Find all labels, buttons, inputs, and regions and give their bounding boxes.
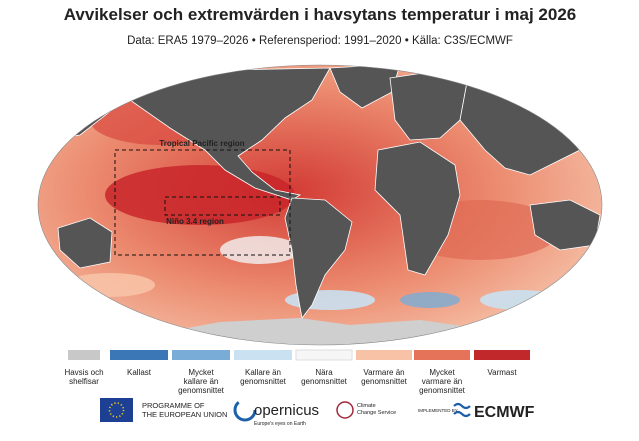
eu-flag (100, 398, 133, 422)
text-line: Varmare än (363, 368, 404, 377)
legend-swatch (68, 350, 100, 360)
text-line: genomsnittet (301, 377, 348, 386)
copernicus-tagline: Europe's eyes on Earth (254, 421, 306, 427)
legend-label: Mycket kallare än genomsnittet (178, 368, 225, 395)
text-line: Nära (315, 368, 333, 377)
legend-label: Nära genomsnittet (301, 368, 348, 386)
copernicus-label: opernicus (254, 402, 319, 419)
legend-label: Varmast (487, 368, 517, 377)
subtitle: Data: ERA5 1979–2026 • Referensperiod: 1… (127, 35, 513, 47)
text-line: Mycket (429, 368, 455, 377)
text-line: kallare än (184, 377, 219, 386)
legend-swatch (110, 350, 168, 360)
legend-swatch (414, 350, 470, 360)
copernicus-logo (233, 398, 257, 422)
legend-label: Varmare än genomsnittet (361, 368, 408, 386)
ecmwf-logo (453, 402, 471, 418)
text-line: Mycket (188, 368, 214, 377)
implemented-label: IMPLEMENTED BY (418, 408, 458, 413)
text-line: varmare än (422, 377, 462, 386)
text-line: Climate (357, 403, 376, 409)
text-line: shelfisar (69, 377, 99, 386)
eu-stars (108, 402, 125, 418)
legend-swatch (356, 350, 412, 360)
text-line: Change Service (357, 410, 396, 416)
text-line: Varmast (487, 368, 517, 377)
c3s-label: Climate Change Service (357, 403, 396, 416)
legend-swatch (172, 350, 230, 360)
text-line: genomsnittet (178, 386, 225, 395)
eu-label: PROGRAMME OF THE EUROPEAN UNION (142, 401, 227, 419)
text-line: genomsnittet (361, 377, 408, 386)
globe-outline (37, 64, 603, 346)
map (38, 65, 602, 345)
text-line: THE EUROPEAN UNION (142, 410, 227, 419)
tropical-pacific-box (114, 149, 291, 256)
region-label: Tropical Pacific region (159, 139, 244, 148)
nino-box (164, 196, 281, 216)
region-label: Niño 3.4 region (166, 217, 224, 226)
legend-label: Kallast (127, 368, 152, 377)
text-line: Havsis och (64, 368, 103, 377)
text-line: Kallare än (245, 368, 281, 377)
legend-label: Kallare än genomsnittet (240, 368, 287, 386)
title: Avvikelser och extremvärden i havsytans … (64, 5, 576, 24)
text-line: genomsnittet (419, 386, 466, 395)
legend-swatch (474, 350, 530, 360)
legend-label: Havsis och shelfisar (64, 368, 103, 386)
ecmwf-label: ECMWF (474, 404, 535, 421)
legend-label: Mycket varmare än genomsnittet (419, 368, 466, 395)
legend-swatch (234, 350, 292, 360)
c3s-logo (336, 401, 354, 419)
legend-swatch (295, 349, 353, 361)
text-line: genomsnittet (240, 377, 287, 386)
text-line: Kallast (127, 368, 152, 377)
text-line: PROGRAMME OF (142, 401, 205, 410)
footer: PROGRAMME OF THE EUROPEAN UNION opernicus… (100, 398, 535, 427)
